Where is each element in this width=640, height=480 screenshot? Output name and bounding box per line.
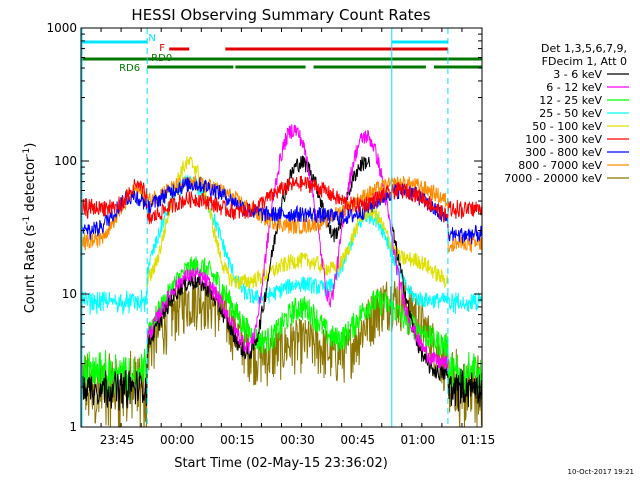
x-tick-label: 00:45 — [340, 433, 375, 447]
x-tick-label: 00:00 — [160, 433, 195, 447]
flag-label: RD0 — [151, 53, 172, 64]
flag-label: RD6 — [119, 63, 140, 74]
legend-label: 100 - 300 keV — [525, 133, 602, 146]
legend-label: 25 - 50 keV — [539, 107, 602, 120]
legend-label: 3 - 6 keV — [553, 68, 602, 81]
legend-label: 300 - 800 keV — [525, 146, 602, 159]
y-axis-label-main: Count Rate (s — [23, 225, 38, 314]
x-axis: 23:45 00:00 00:15 00:30 00:45 01:00 01:15 — [80, 28, 496, 447]
legend-label: 6 - 12 keV — [546, 81, 602, 94]
x-axis-label: Start Time (02-May-15 23:36:02) — [174, 456, 388, 471]
flag-label: F — [159, 43, 165, 54]
y-tick-label: 1 — [69, 420, 77, 434]
y-axis-label-sup1: -1 — [22, 216, 32, 225]
y-axis-label-end: ) — [23, 143, 38, 148]
y-tick-label: 10 — [62, 287, 77, 301]
legend-header-line-2: FDecim 1, Att 0 — [542, 55, 627, 68]
series-layer — [81, 124, 482, 427]
y-tick-label: 100 — [54, 154, 77, 168]
series-line — [81, 175, 482, 225]
chart-title: HESSI Observing Summary Count Rates — [131, 6, 430, 24]
series-line — [81, 174, 482, 253]
legend-label: 800 - 7000 keV — [518, 159, 602, 172]
y-axis-label: Count Rate (s-1 detector-1) — [22, 143, 38, 314]
x-tick-label: 01:15 — [461, 433, 496, 447]
y-tick-label: 1000 — [46, 21, 77, 35]
legend: Det 1,3,5,6,7,9, FDecim 1, Att 0 3 - 6 k… — [504, 42, 629, 185]
series-line — [81, 174, 482, 315]
legend-label: 12 - 25 keV — [539, 94, 602, 107]
flag-label: N — [148, 33, 155, 44]
x-tick-label: 01:00 — [401, 433, 436, 447]
vertical-markers — [81, 28, 449, 427]
series-line — [81, 256, 482, 400]
series-line — [146, 155, 449, 290]
series-line — [146, 124, 449, 372]
timestamp: 10-Oct-2017 19:21 — [568, 468, 634, 476]
y-axis-label-mid: detector — [23, 156, 38, 216]
x-tick-label: 00:30 — [280, 433, 315, 447]
legend-header-line-1: Det 1,3,5,6,7,9, — [541, 42, 627, 55]
legend-label: 50 - 100 keV — [532, 120, 602, 133]
legend-label: 7000 - 20000 keV — [504, 172, 602, 185]
y-axis: 1 10 100 1000 — [46, 21, 482, 434]
y-axis-label-sup2: -1 — [22, 148, 32, 157]
x-tick-label: 00:15 — [220, 433, 255, 447]
x-tick-label: 23:45 — [100, 433, 135, 447]
